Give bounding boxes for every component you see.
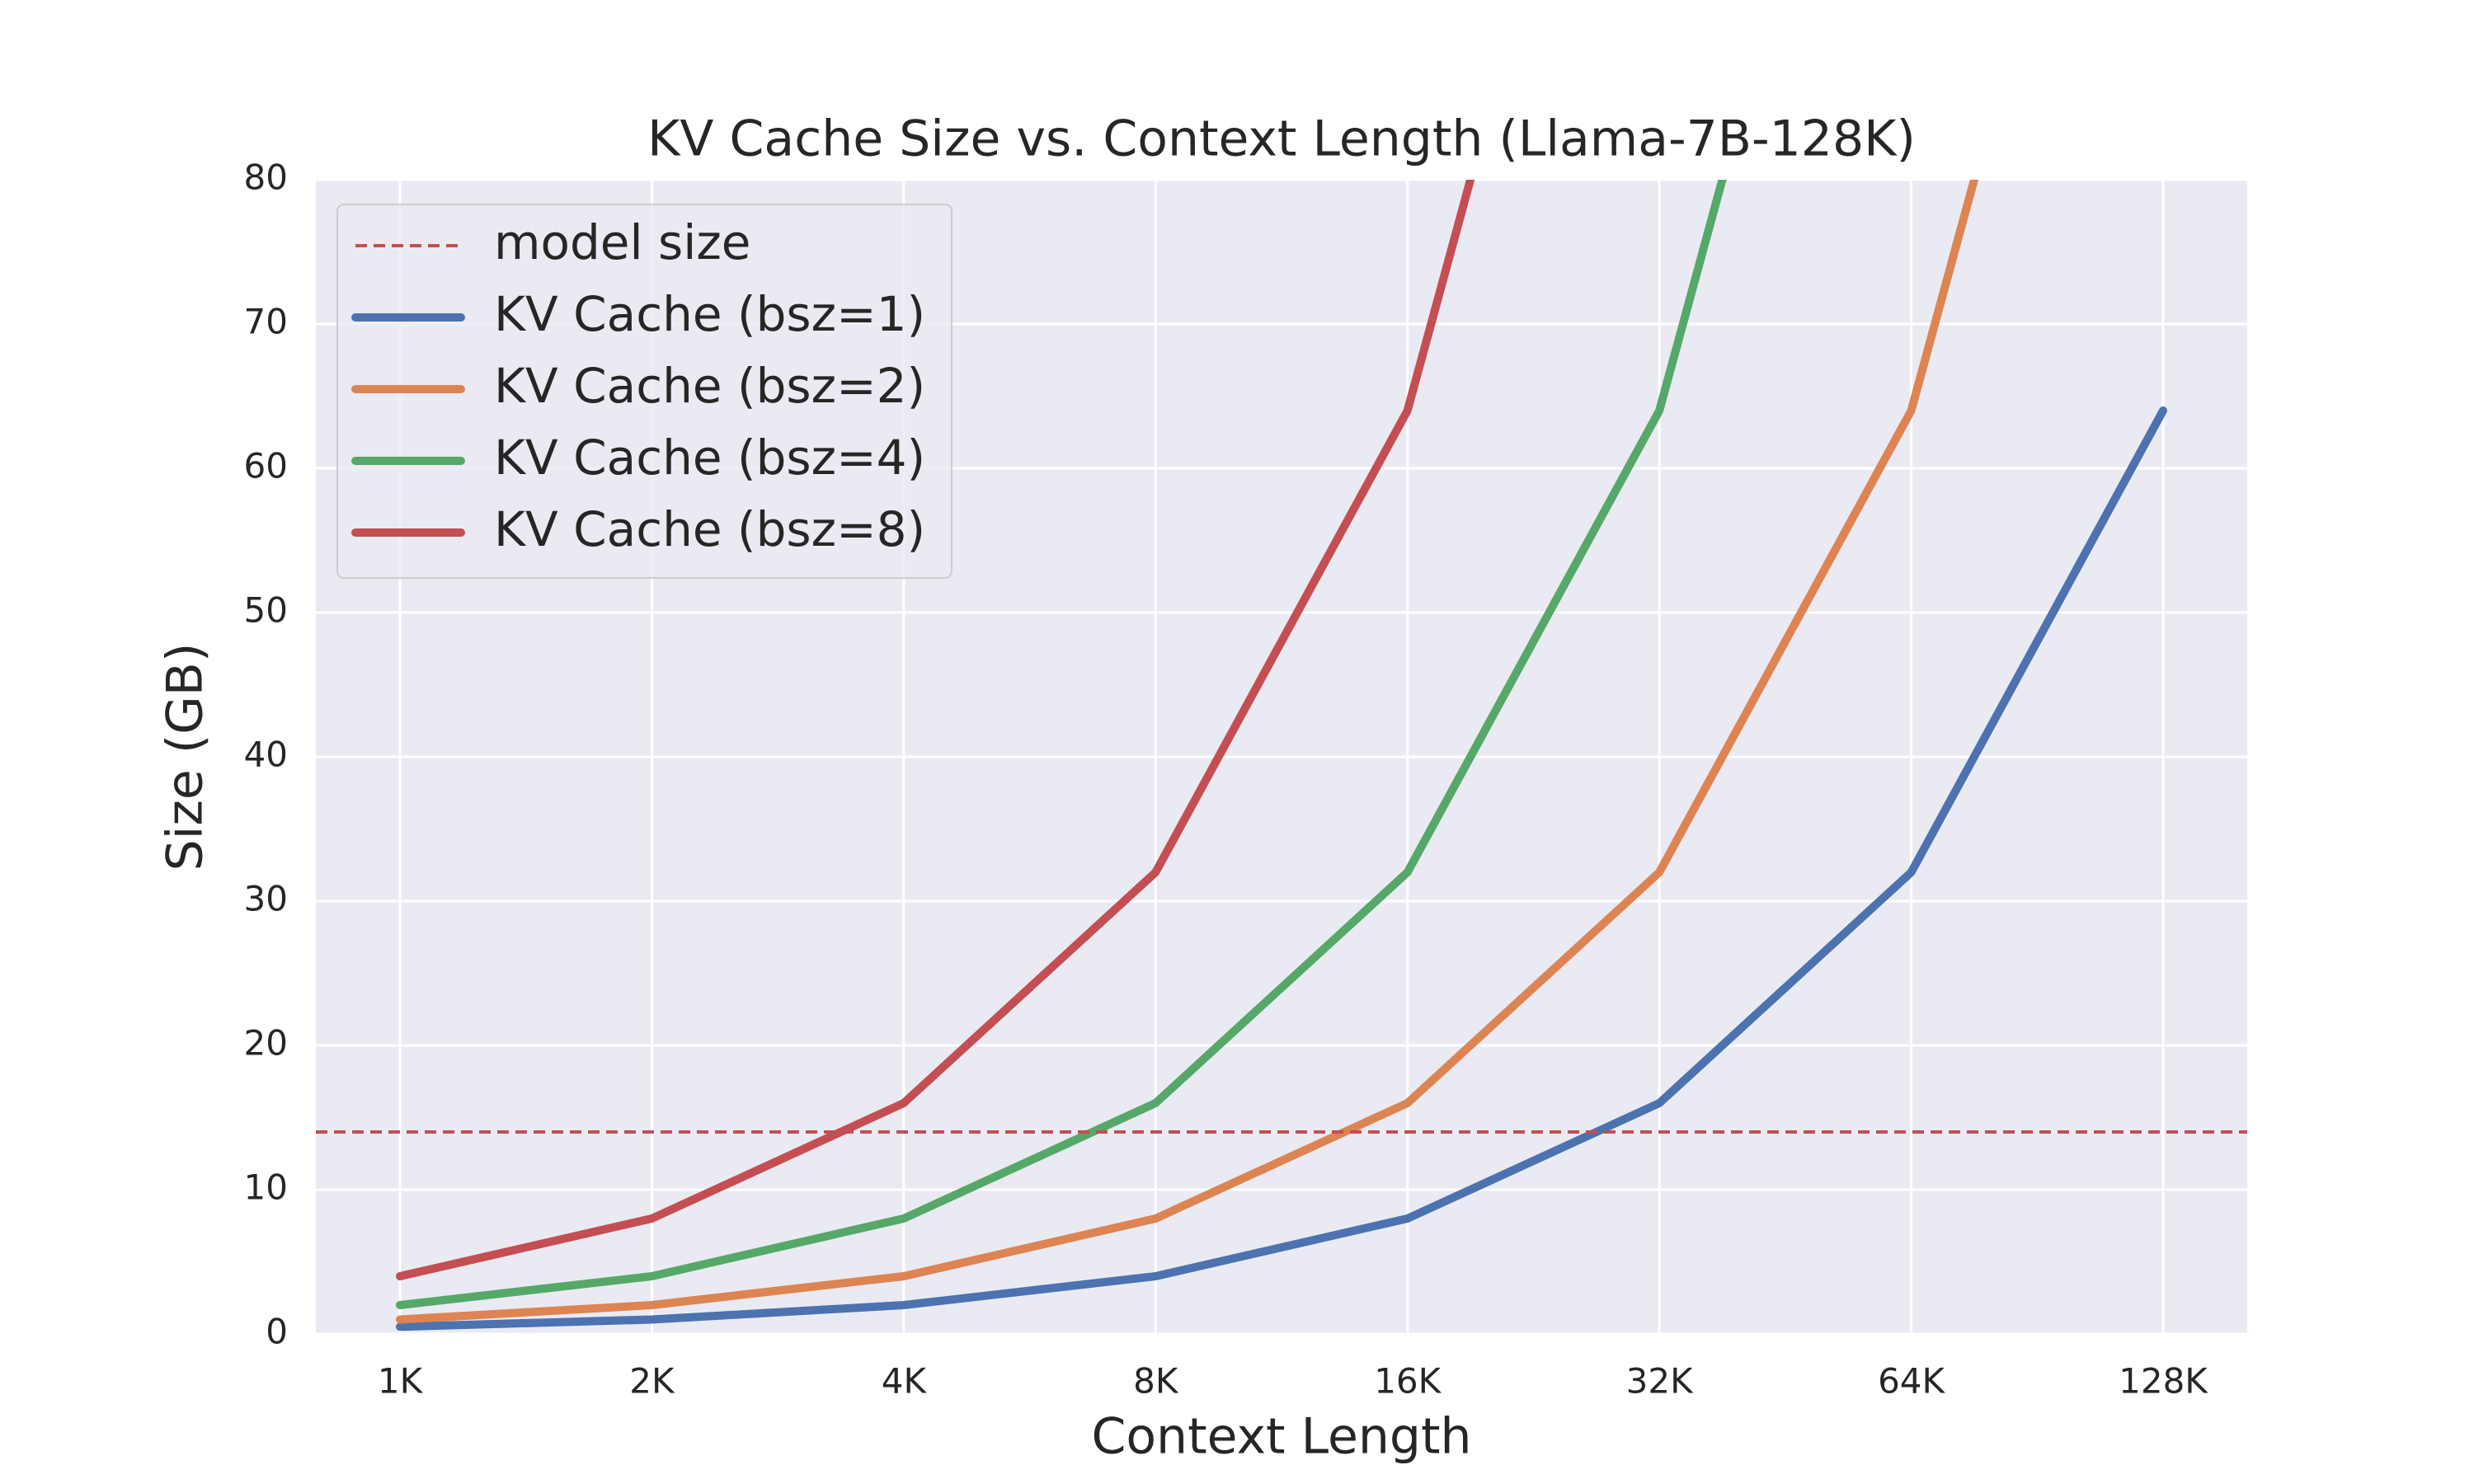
y-tick-label: 70 [244,302,288,342]
series-line [396,180,1475,1280]
legend-label: KV Cache (bsz=2) [494,358,925,414]
x-tick-label: 128K [2119,1361,2208,1402]
x-tick-label: 64K [1878,1361,1945,1402]
legend-label: KV Cache (bsz=4) [494,430,925,486]
x-tick-label: 1K [378,1361,424,1402]
x-tick-label: 16K [1374,1361,1442,1402]
y-tick-label: 40 [244,735,288,775]
x-axis-label: Context Length [1091,1408,1471,1466]
x-tick-label: 2K [629,1361,675,1402]
legend-label: KV Cache (bsz=1) [494,286,925,342]
legend-box [336,204,952,579]
series-line [396,406,2167,1331]
y-tick-label: 0 [266,1312,288,1352]
series-line [396,180,1727,1309]
chart-title: KV Cache Size vs. Context Length (Llama-… [647,110,1916,168]
legend-label: KV Cache (bsz=8) [494,501,925,557]
y-axis-label: Size (GB) [157,643,214,871]
y-tick-label: 30 [244,879,288,919]
legend-label: model size [494,214,751,270]
y-tick-label: 80 [244,157,288,198]
x-tick-label: 4K [882,1361,928,1402]
y-tick-label: 20 [244,1023,288,1064]
x-tick-label: 8K [1133,1361,1179,1402]
y-tick-label: 60 [244,446,288,486]
y-tick-label: 50 [244,590,288,631]
series-line [396,180,1979,1324]
x-tick-label: 32K [1626,1361,1694,1402]
y-tick-label: 10 [244,1167,288,1208]
